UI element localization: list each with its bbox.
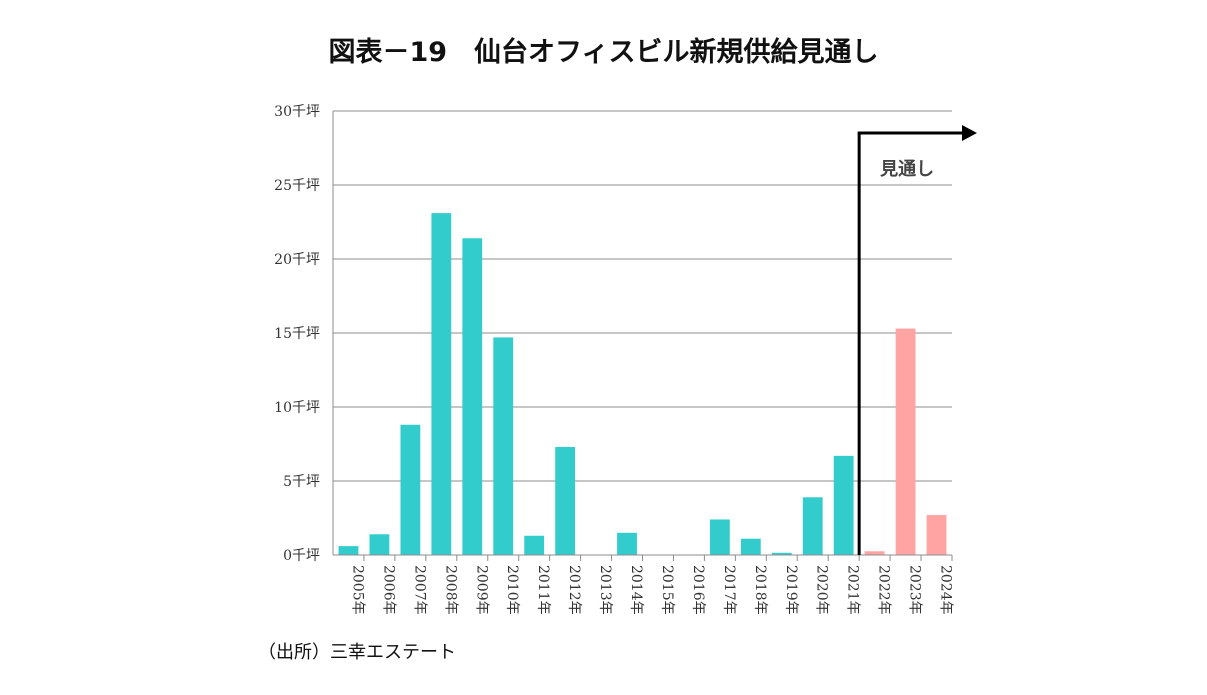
bars <box>338 213 947 555</box>
source-note: （出所）三幸エステート <box>258 642 456 663</box>
forecast-label: 見通し <box>879 159 934 180</box>
x-tick-label: 2007年 <box>411 565 427 615</box>
x-tick-label: 2011年 <box>535 565 551 615</box>
bar <box>555 446 576 555</box>
y-tick-label: 20千坪 <box>274 252 320 268</box>
x-tick-label: 2010年 <box>504 565 520 615</box>
y-tick-label: 30千坪 <box>274 104 320 120</box>
bar <box>771 552 792 555</box>
y-tick-label: 5千坪 <box>283 474 320 490</box>
x-tick-label: 2012年 <box>566 565 582 615</box>
y-axis-tick-labels: 0千坪 5千坪 10千坪 15千坪 20千坪 25千坪 30千坪 <box>274 104 320 564</box>
x-axis-tick-labels: 2005年 2006年 2007年 2008年 2009年 2010年 2011年 2012年… <box>349 565 953 615</box>
x-tick-label: 2013年 <box>597 565 613 615</box>
y-tick-label: 25千坪 <box>274 178 320 194</box>
x-tick-label: 2018年 <box>752 565 768 615</box>
bar <box>740 538 761 555</box>
x-tick-label: 2022年 <box>876 565 892 615</box>
x-tick-label: 2024年 <box>938 565 954 615</box>
axes <box>332 111 953 561</box>
bar <box>400 424 421 555</box>
bar <box>369 534 390 555</box>
bar <box>895 328 916 555</box>
y-tick-label: 10千坪 <box>274 400 320 416</box>
forecast-annotation: 見通し <box>857 125 977 555</box>
x-tick-label: 2015年 <box>659 565 675 615</box>
bar <box>338 546 359 555</box>
x-tick-label: 2006年 <box>380 565 396 615</box>
chart-title: 図表－19 仙台オフィスビル新規供給見通し <box>328 37 879 68</box>
bar <box>493 337 514 555</box>
bar <box>617 532 637 555</box>
x-tick-label: 2023年 <box>907 565 923 615</box>
x-tick-label: 2008年 <box>442 565 458 615</box>
bar <box>833 455 854 555</box>
bar <box>802 497 823 555</box>
x-tick-label: 2014年 <box>628 565 644 615</box>
x-tick-label: 2017年 <box>721 565 737 615</box>
x-tick-label: 2021年 <box>845 565 861 615</box>
bar <box>524 535 545 555</box>
arrow-head-icon <box>962 125 977 141</box>
y-tick-label: 0千坪 <box>283 548 320 564</box>
x-tick-label: 2009年 <box>473 565 489 615</box>
bar <box>462 238 483 555</box>
bar <box>926 515 947 555</box>
bar <box>709 519 730 555</box>
bar <box>864 551 885 555</box>
x-tick-label: 2020年 <box>814 565 830 615</box>
x-tick-label: 2019年 <box>783 565 799 615</box>
bar <box>431 213 452 555</box>
x-tick-label: 2005年 <box>349 565 365 615</box>
x-tick-label: 2016年 <box>690 565 706 615</box>
y-tick-label: 15千坪 <box>274 326 320 342</box>
